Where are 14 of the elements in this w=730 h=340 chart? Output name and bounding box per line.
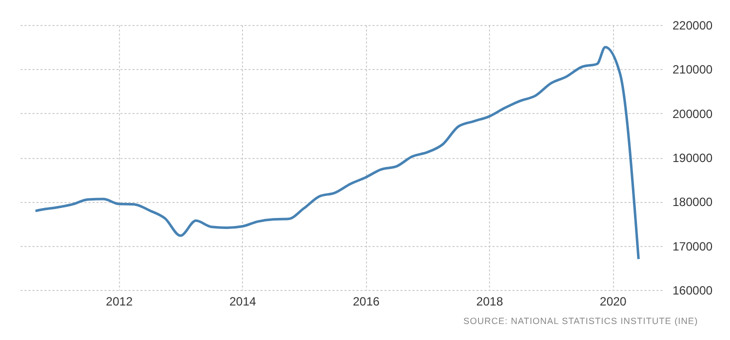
y-tick-label: 180000 bbox=[672, 195, 713, 210]
x-tick-label: 2018 bbox=[476, 294, 504, 308]
x-tick-label: 2016 bbox=[352, 294, 380, 308]
x-tick-label: 2012 bbox=[106, 294, 133, 308]
y-tick-label: 220000 bbox=[672, 18, 713, 32]
x-tick-label: 2020 bbox=[600, 294, 627, 308]
x-tick-label: 2014 bbox=[229, 294, 256, 308]
y-tick-label: 200000 bbox=[672, 106, 713, 121]
source-note: SOURCE: NATIONAL STATISTICS INSTITUTE (INE) bbox=[463, 316, 698, 326]
y-tick-label: 190000 bbox=[672, 151, 713, 165]
line-series bbox=[34, 46, 640, 260]
y-tick-label: 160000 bbox=[672, 284, 713, 298]
y-tick-label: 170000 bbox=[672, 239, 713, 254]
y-tick-label: 210000 bbox=[672, 62, 713, 77]
